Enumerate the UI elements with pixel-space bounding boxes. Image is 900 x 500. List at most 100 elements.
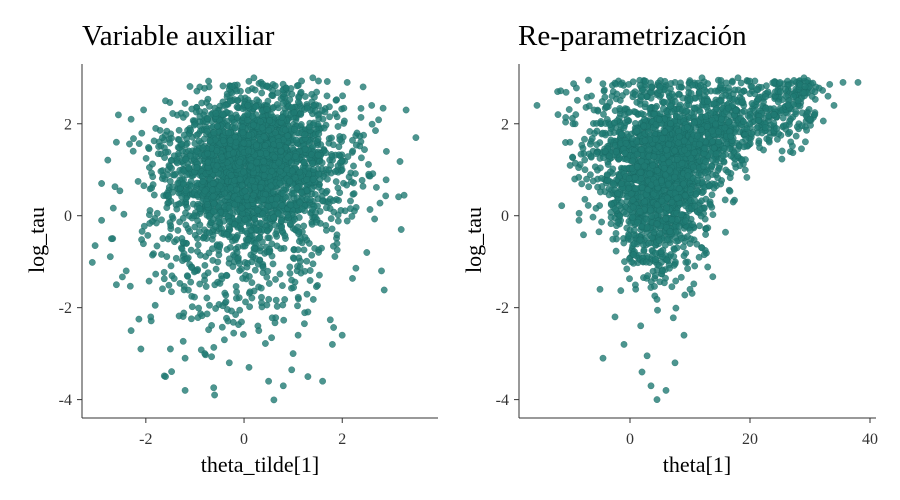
scatter-point (245, 272, 253, 280)
scatter-point (319, 377, 327, 385)
scatter-point (306, 277, 314, 284)
scatter-point (259, 210, 267, 218)
scatter-point (412, 134, 420, 142)
scatter-point (204, 269, 212, 277)
scatter-point (112, 281, 120, 289)
scatter-point (279, 382, 287, 390)
scatter-point (193, 147, 201, 155)
scatter-point (365, 160, 372, 168)
scatter-point (204, 115, 211, 123)
scatter-point (201, 261, 209, 269)
scatter-point (328, 134, 335, 142)
scatter-point (111, 183, 119, 191)
scatter-point (603, 171, 611, 179)
scatter-point (265, 295, 273, 303)
scatter-point (109, 204, 117, 212)
scatter-point (278, 223, 286, 231)
scatter-point (618, 130, 626, 138)
scatter-point (290, 255, 298, 263)
scatter-point (357, 154, 365, 162)
scatter-point (298, 205, 306, 213)
scatter-point (175, 200, 183, 208)
scatter-point (647, 206, 655, 214)
scatter-point (328, 152, 336, 160)
scatter-point (304, 308, 312, 316)
scatter-point (275, 159, 283, 167)
scatter-point (149, 251, 156, 259)
scatter-point (293, 82, 301, 90)
scatter-point (626, 275, 633, 283)
scatter-point (729, 198, 737, 206)
scatter-point (145, 144, 152, 151)
scatter-point (336, 136, 344, 144)
scatter-point (315, 271, 323, 279)
scatter-point (350, 179, 358, 187)
scatter-point (688, 81, 696, 89)
scatter-point (323, 92, 331, 100)
scatter-point (286, 269, 294, 277)
scatter-point (211, 391, 219, 399)
scatter-point (585, 183, 593, 191)
scatter-point (199, 234, 207, 242)
scatter-point (621, 149, 629, 157)
scatter-point (265, 280, 273, 287)
scatter-point (184, 164, 192, 171)
scatter-point (350, 190, 358, 198)
scatter-point (160, 268, 168, 276)
scatter-point (279, 190, 287, 198)
scatter-point (675, 83, 683, 91)
scatter-point (612, 148, 620, 156)
scatter-point (148, 184, 156, 192)
scatter-point (601, 93, 609, 101)
scatter-point (246, 303, 254, 311)
scatter-point (215, 251, 223, 259)
scatter-point (558, 202, 566, 210)
scatter-point (270, 213, 278, 221)
scatter-point (167, 262, 175, 270)
scatter-point (605, 191, 613, 199)
scatter-point (276, 179, 284, 187)
scatter-point (241, 215, 249, 223)
scatter-point (278, 282, 286, 290)
panel-title: Variable auxiliar (82, 20, 275, 52)
scatter-point (562, 114, 570, 121)
scatter-point (623, 115, 631, 123)
scatter-point (150, 191, 158, 199)
scatter-point (219, 111, 227, 118)
scatter-point (281, 296, 289, 303)
scatter-point (617, 287, 625, 295)
scatter-point (589, 177, 597, 185)
scatter-point (243, 116, 251, 124)
points-layer (533, 74, 862, 404)
scatter-point (322, 189, 330, 197)
scatter-point (667, 80, 675, 87)
scatter-point (203, 127, 211, 135)
scatter-point (180, 180, 188, 188)
scatter-point (340, 117, 348, 125)
scatter-point (290, 125, 298, 133)
scatter-point (209, 186, 216, 194)
scatter-point (212, 305, 220, 312)
scatter-point (209, 192, 217, 200)
scatter-point (140, 182, 148, 190)
scatter-point (152, 270, 160, 278)
scatter-point (315, 130, 323, 138)
scatter-point (260, 133, 268, 141)
scatter-point (325, 166, 333, 174)
scatter-point (728, 78, 736, 86)
x-ticks: -2 0 2 (139, 418, 346, 448)
scatter-point (331, 110, 339, 118)
scatter-point (135, 140, 143, 148)
scatter-point (305, 123, 313, 131)
scatter-point (268, 314, 276, 322)
scatter-point (593, 127, 601, 135)
scatter-point (344, 153, 352, 161)
scatter-point (191, 293, 198, 301)
scatter-point (304, 373, 312, 381)
scatter-point (368, 101, 376, 109)
scatter-point (303, 104, 311, 112)
scatter-point (288, 366, 296, 374)
scatter-point (153, 242, 161, 250)
scatter-point (627, 190, 635, 198)
